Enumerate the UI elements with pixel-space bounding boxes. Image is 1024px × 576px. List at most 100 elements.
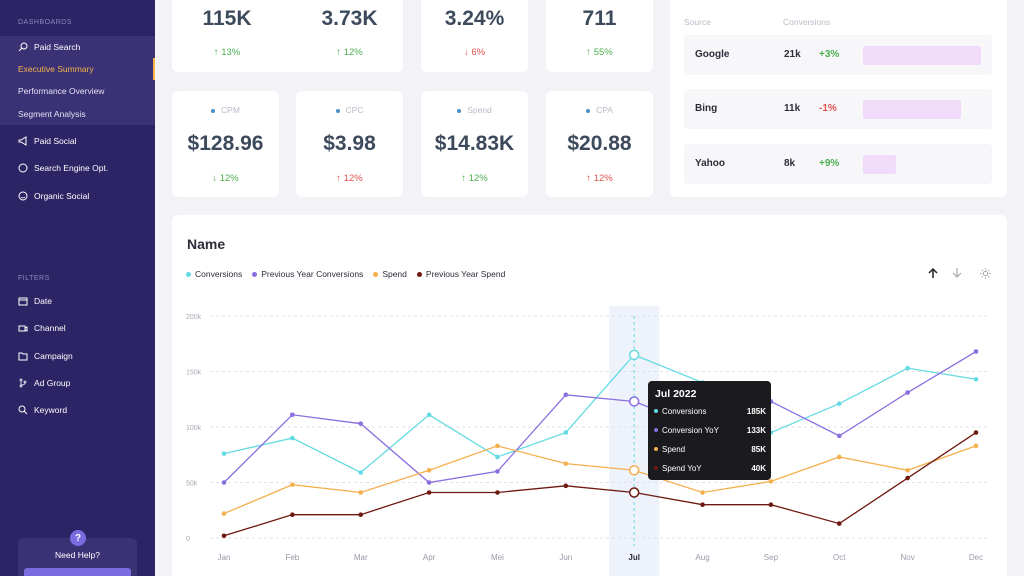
gear-icon[interactable] xyxy=(978,266,992,280)
sidebar-item-seo[interactable]: Search Engine Opt. xyxy=(0,157,155,179)
kpi-value: 3.24% xyxy=(444,7,505,30)
filter-keyword[interactable]: Keyword xyxy=(0,399,155,421)
source-row[interactable]: Google 21k +3% xyxy=(684,35,992,75)
x-tick-label: Oct xyxy=(833,553,846,562)
data-point-highlight xyxy=(628,465,640,476)
legend-item-conversions[interactable]: Conversions xyxy=(186,269,242,279)
y-tick-label: 150k xyxy=(186,370,202,377)
data-point xyxy=(290,482,295,488)
series-line xyxy=(223,350,977,484)
sidebar-item-label: Paid Search xyxy=(34,42,81,52)
y-tick-label: 200k xyxy=(186,314,202,321)
data-point-highlight xyxy=(628,349,640,361)
data-point xyxy=(221,480,227,485)
data-point xyxy=(290,512,295,517)
source-row[interactable]: Yahoo 8k +9% xyxy=(684,144,992,184)
data-point xyxy=(973,349,979,354)
data-point xyxy=(563,461,569,466)
data-point xyxy=(495,469,500,474)
source-share-bar xyxy=(863,46,981,65)
tooltip-row: Spend YoY 40K xyxy=(654,462,766,474)
sidebar-item-organic-social[interactable]: Organic Social xyxy=(0,185,155,207)
filter-label: Ad Group xyxy=(34,378,71,388)
data-point xyxy=(836,521,842,526)
kpi-card-cpc: CPC $3.98 ↑ 12% xyxy=(296,91,403,197)
data-point xyxy=(221,533,227,539)
help-icon: ? xyxy=(70,530,86,546)
search-icon xyxy=(18,42,28,52)
kpi-delta: ↓ 12% xyxy=(212,173,239,184)
kpi-card-cpa: CPA $20.88 ↑ 12% xyxy=(546,91,653,197)
data-point xyxy=(426,490,432,495)
data-point xyxy=(358,470,364,475)
data-point xyxy=(905,475,910,481)
sidebar-item-paid-search[interactable]: Paid Search xyxy=(0,36,155,58)
sidebar-subitem-performance-overview[interactable]: Performance Overview xyxy=(18,86,105,96)
kpi-delta: ↑ 55% xyxy=(586,47,613,58)
kpi-card: 3.24% ↓ 6% xyxy=(421,0,528,72)
data-point xyxy=(563,483,569,489)
filter-campaign[interactable]: Campaign xyxy=(0,345,155,367)
filter-date[interactable]: Date xyxy=(0,290,155,312)
arrow-up-icon[interactable] xyxy=(926,266,940,280)
filter-label: Keyword xyxy=(34,405,68,415)
source-header: Source xyxy=(684,17,711,27)
source-row[interactable]: Bing 11k -1% xyxy=(684,89,992,129)
data-point xyxy=(563,392,569,398)
kpi-value: $128.96 xyxy=(187,132,264,155)
source-change: +9% xyxy=(819,158,840,169)
data-point-highlight xyxy=(628,396,640,407)
chart-card xyxy=(172,215,1007,576)
sidebar-item-paid-social[interactable]: Paid Social xyxy=(0,130,155,152)
legend-item-prev-conversions[interactable]: Previous Year Conversions xyxy=(252,269,363,279)
data-point xyxy=(905,467,910,473)
help-label: Need Help? xyxy=(55,550,100,560)
kpi-delta: ↑ 12% xyxy=(586,173,613,184)
legend-item-spend[interactable]: Spend xyxy=(373,269,407,279)
arrow-down-icon[interactable] xyxy=(950,266,964,280)
kpi-card-cpm: CPM $128.96 ↓ 12% xyxy=(172,91,279,197)
data-point xyxy=(426,480,432,485)
x-tick-label: Mei xyxy=(491,553,504,562)
source-conversions: 8k xyxy=(784,158,796,169)
kpi-delta: ↓ 6% xyxy=(463,47,486,58)
source-name: Google xyxy=(695,49,730,60)
y-tick-label: 50k xyxy=(186,481,198,488)
filter-ad-group[interactable]: Ad Group xyxy=(0,372,155,394)
data-point xyxy=(700,490,705,495)
filter-channel[interactable]: Channel xyxy=(0,317,155,339)
source-name: Yahoo xyxy=(695,158,726,169)
data-point xyxy=(221,451,227,456)
x-tick-label: Jul xyxy=(628,553,640,562)
kpi-label: CPM xyxy=(172,105,279,115)
tooltip-title: Jul 2022 xyxy=(655,388,697,400)
kpi-label: Spend xyxy=(421,105,528,115)
calendar-icon xyxy=(18,296,28,306)
chart-tooltip: Jul 2022 Conversions 185K Conversion YoY 1… xyxy=(648,381,771,480)
x-tick-label: Aug xyxy=(695,553,709,562)
data-point xyxy=(700,502,705,507)
x-tick-label: Jun xyxy=(559,553,572,562)
sidebar-subitem-executive-summary[interactable]: Executive Summary xyxy=(0,58,155,80)
y-tick-label: 0 xyxy=(186,536,190,543)
tooltip-row: Spend 85K xyxy=(654,443,766,455)
data-point xyxy=(426,467,432,473)
sidebar-subitem-segment-analysis[interactable]: Segment Analysis xyxy=(18,109,86,119)
data-point xyxy=(221,511,227,516)
y-tick-label: 100k xyxy=(186,425,202,432)
data-point-highlight xyxy=(628,487,640,498)
kpi-label: CPC xyxy=(296,105,403,115)
megaphone-icon xyxy=(18,136,28,146)
data-point xyxy=(836,454,842,460)
kpi-card: 711 ↑ 55% xyxy=(546,0,653,72)
source-share-bar xyxy=(863,155,896,174)
legend-item-prev-spend[interactable]: Previous Year Spend xyxy=(416,269,505,279)
data-point xyxy=(973,443,979,449)
data-point xyxy=(290,412,295,418)
paid-search-group xyxy=(0,36,155,125)
x-tick-label: Dec xyxy=(969,553,983,562)
help-button[interactable] xyxy=(24,568,131,576)
tooltip-row: Conversions 185K xyxy=(654,405,766,417)
tooltip-row: Conversion YoY 133K xyxy=(654,424,766,436)
source-conversions: 11k xyxy=(784,103,801,114)
